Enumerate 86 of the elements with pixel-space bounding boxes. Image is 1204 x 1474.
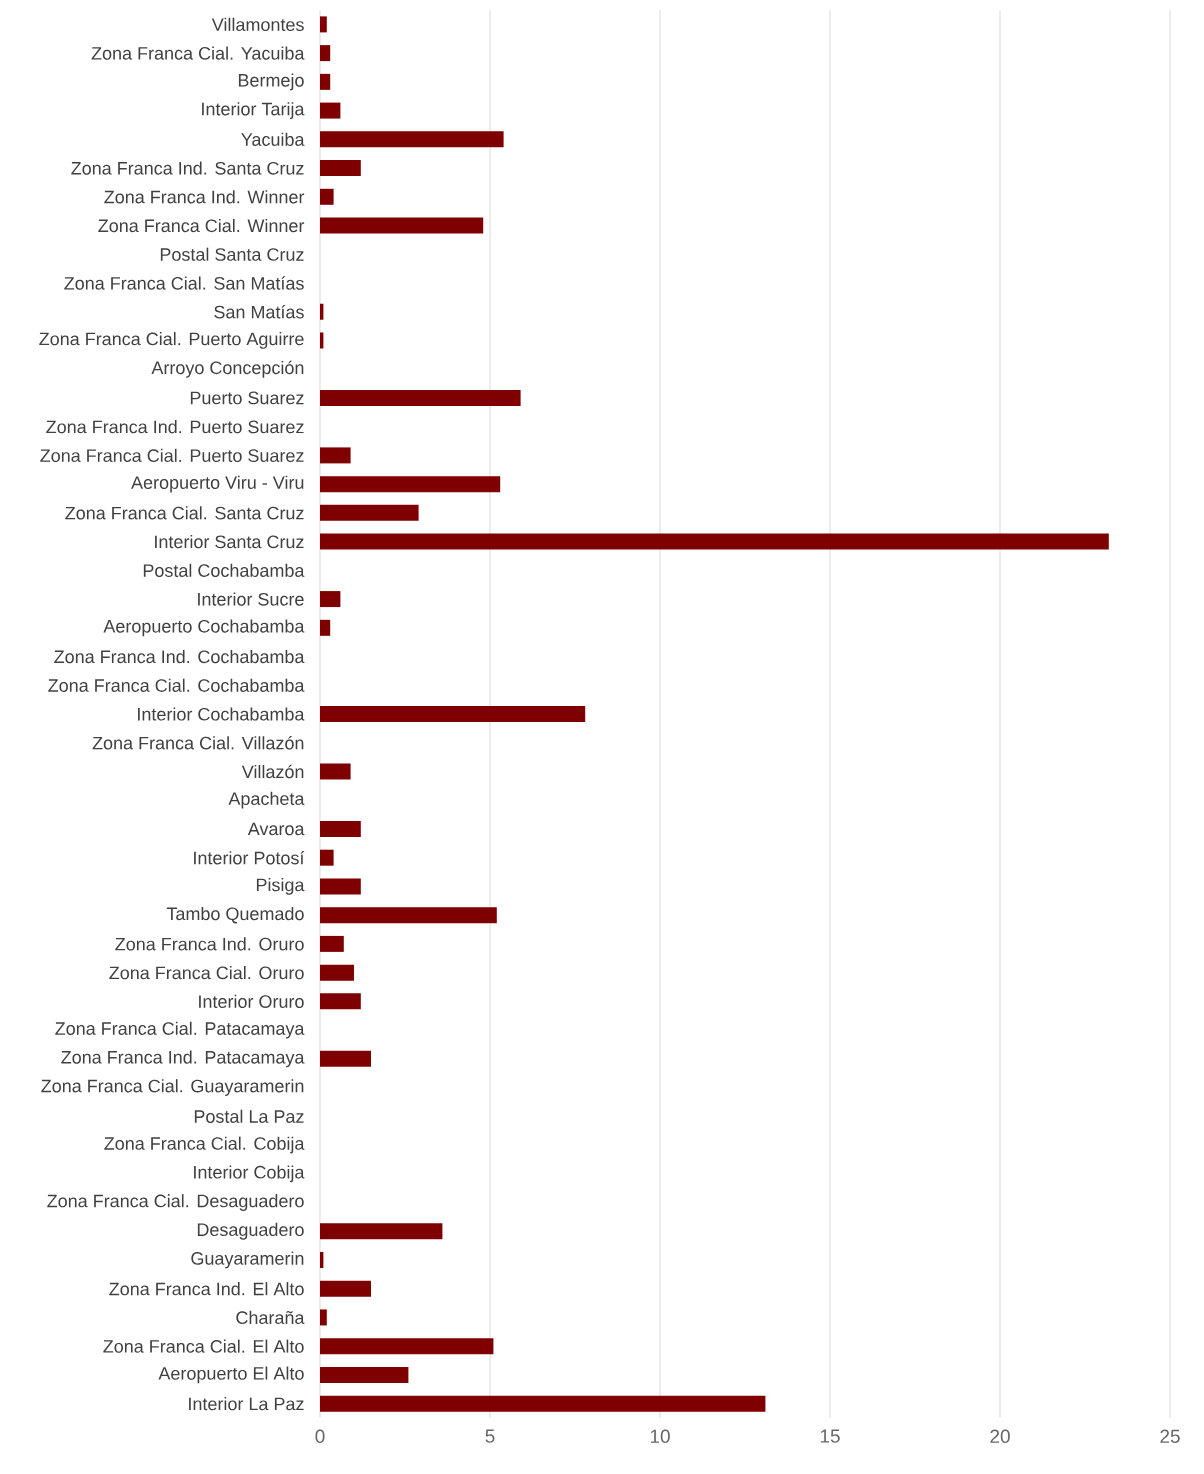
bar	[320, 591, 341, 608]
y-tick-label: Interior Cobija	[194, 1165, 305, 1183]
x-tick-label: 15	[820, 1429, 840, 1443]
y-tick-label: Aeropuerto Cochabamba	[103, 619, 305, 637]
y-tick-label: Desaguadero	[197, 1222, 304, 1240]
bar	[320, 820, 361, 837]
x-tick-label: 10	[650, 1429, 670, 1443]
y-tick-label: Apacheta	[228, 791, 305, 809]
y-tick-label: Pisiga	[256, 878, 305, 895]
bar	[320, 1223, 443, 1240]
bar	[320, 964, 354, 981]
bar	[320, 533, 1109, 550]
bar	[320, 45, 331, 62]
bar	[320, 1309, 327, 1326]
bar	[320, 131, 504, 148]
y-tick-label: Zona Franca Ind. Oruro	[115, 937, 304, 951]
bar	[320, 188, 334, 205]
bar	[320, 16, 327, 33]
bar	[320, 476, 501, 493]
y-tick-label: Interior Santa Cruz	[155, 534, 304, 549]
bar	[320, 217, 484, 234]
bar	[320, 706, 586, 723]
y-tick-label: Zona Franca Cial. Yacuiba	[91, 46, 305, 60]
y-tick-label: Interior Tarija	[202, 102, 305, 119]
y-tick-label: Arroyo Concepción	[151, 360, 304, 378]
y-tick-label: Zona Franca Cial. Winner	[98, 218, 305, 233]
y-tick-label: Zona Franca Cial. El Alto	[103, 1339, 304, 1353]
y-tick-label: Postal Santa Cruz	[160, 247, 304, 261]
x-tick-label: 20	[990, 1429, 1010, 1443]
bar	[320, 73, 331, 90]
x-tick-label: 5	[485, 1429, 495, 1443]
y-tick-label: Postal Cochabamba	[143, 563, 305, 577]
bar	[320, 102, 341, 119]
y-tick-label: Yacuiba	[241, 132, 305, 146]
y-tick-label: Villazón	[241, 764, 304, 779]
y-tick-label: Villamontes	[211, 17, 304, 31]
bar	[320, 1395, 766, 1412]
y-tick-label: Aeropuerto Viru - Viru	[131, 475, 304, 493]
y-tick-label: Interior La Paz	[189, 1397, 304, 1411]
x-tick-label: 25	[1160, 1429, 1180, 1443]
y-tick-label: Tambo Quemado	[166, 906, 304, 924]
bar	[320, 1050, 371, 1067]
y-tick-label: Puerto Suarez	[190, 391, 304, 405]
x-tick-label: 0	[315, 1429, 325, 1443]
bar	[320, 447, 351, 464]
y-tick-label: Zona Franca Cial. Patacamaya	[55, 1021, 305, 1039]
y-tick-label: Zona Franca Ind. Winner	[104, 190, 305, 204]
bar	[320, 160, 361, 177]
y-tick-label: Charaña	[236, 1310, 305, 1325]
bar	[320, 1338, 494, 1355]
y-tick-label: Zona Franca Ind. Patacamaya	[61, 1050, 305, 1068]
y-tick-label: Interior Potosí	[194, 850, 305, 865]
y-tick-label: Postal La Paz	[194, 1109, 304, 1123]
y-tick-label: Bermejo	[238, 73, 304, 91]
bar	[320, 907, 497, 924]
y-tick-label: Interior Sucre	[198, 592, 304, 606]
bar	[320, 619, 331, 636]
bar	[320, 849, 334, 866]
y-tick-label: Zona Franca Cial. Cochabamba	[48, 678, 305, 692]
bar	[320, 935, 344, 952]
bar	[320, 993, 361, 1010]
y-tick-label: Zona Franca Ind. Santa Cruz	[71, 161, 304, 175]
y-tick-label: Zona Franca Cial. Puerto Suarez	[40, 448, 304, 463]
bar	[320, 1280, 371, 1297]
y-tick-label: Guayaramerin	[191, 1251, 304, 1269]
y-tick-label: Zona Franca Ind. El Alto	[109, 1282, 304, 1296]
y-tick-label: Zona Franca Cial. San Matías	[64, 276, 304, 290]
y-tick-label: Avaroa	[247, 822, 305, 836]
y-tick-label: Zona Franca Ind. Cochabamba	[54, 649, 305, 664]
y-tick-label: Zona Franca Cial. Cobija	[104, 1136, 305, 1154]
bar	[320, 1366, 409, 1383]
y-tick-label: Interior Oruro	[199, 994, 304, 1008]
bar	[320, 389, 521, 406]
y-tick-label: San Matías	[214, 305, 304, 319]
bar	[320, 504, 419, 521]
y-tick-label: Zona Franca Cial. Oruro	[109, 966, 304, 980]
y-tick-label: Zona Franca Cial. Villazón	[92, 736, 304, 750]
bar	[320, 878, 361, 895]
bar	[320, 763, 351, 780]
y-tick-label: Zona Franca Cial. Desaguadero	[47, 1194, 304, 1211]
y-tick-label: Zona Franca Cial. Puerto Aguirre	[39, 332, 304, 349]
y-tick-label: Aeropuerto El Alto	[158, 1366, 304, 1384]
y-tick-label: Zona Franca Cial. Guayaramerin	[41, 1079, 304, 1096]
y-tick-label: Zona Franca Ind. Puerto Suarez	[46, 420, 304, 434]
y-tick-label: Interior Cochabamba	[138, 707, 305, 721]
y-tick-label: Zona Franca Cial. Santa Cruz	[65, 506, 304, 520]
